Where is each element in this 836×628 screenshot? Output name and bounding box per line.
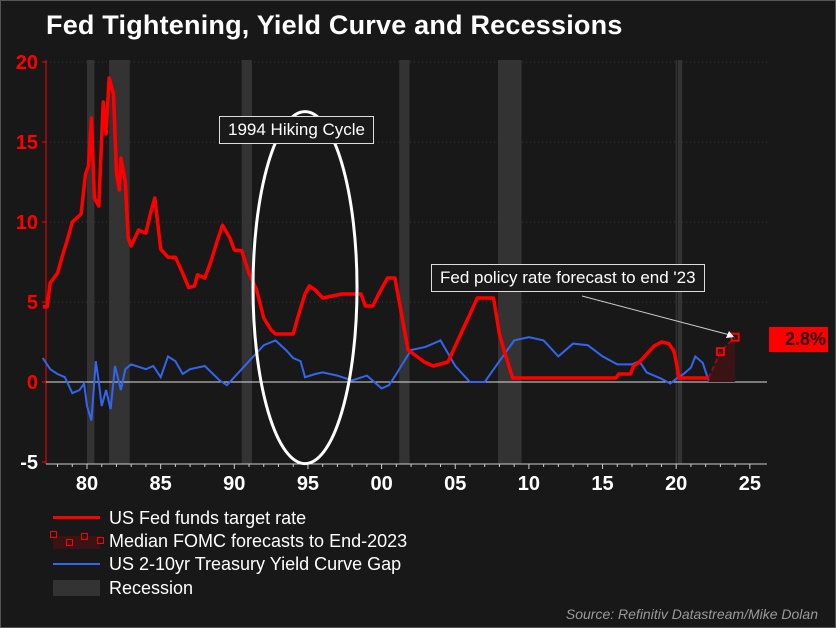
- recession-band: [87, 60, 95, 464]
- recession-band: [497, 60, 522, 464]
- forecast-point: [715, 347, 725, 357]
- annotations: [251, 110, 734, 466]
- x-tick-label: 95: [297, 473, 319, 495]
- forecast-area: [708, 337, 736, 382]
- annotation-arrowhead: [726, 331, 734, 338]
- recession-band: [677, 60, 683, 464]
- legend-label: US Fed funds target rate: [109, 507, 307, 528]
- x-tick-label: 00: [370, 473, 392, 495]
- x-tick-label: 15: [591, 473, 613, 495]
- annotation-forecast: Fed policy rate forecast to end '23: [431, 264, 705, 292]
- legend-item-recession: Recession: [53, 577, 193, 599]
- legend-swatch-recession: [53, 577, 101, 599]
- y-tick-label: -5: [20, 452, 38, 474]
- series-fomc-forecast-line: [707, 336, 736, 379]
- recession-band: [109, 60, 130, 464]
- legend-swatch-forecast-markers: [50, 530, 104, 552]
- series: [41, 76, 740, 421]
- x-tick-label: 25: [739, 473, 761, 495]
- legend-swatch-red-line: [53, 507, 101, 529]
- x-tick-label: 10: [518, 473, 540, 495]
- series-fed-funds: [42, 76, 709, 380]
- legend-swatch-blue-line: [53, 553, 101, 575]
- annotation-1994-hiking-cycle: 1994 Hiking Cycle: [219, 116, 375, 144]
- last-value-label: 2.8%: [769, 327, 828, 352]
- gridlines: [46, 60, 767, 464]
- annotation-ellipse: [251, 110, 359, 466]
- y-tick-label: 5: [27, 292, 38, 314]
- x-tick-label: 05: [444, 473, 466, 495]
- annotation-arrow-line: [581, 295, 731, 336]
- y-tick-label: 15: [16, 132, 38, 154]
- source-note: Source: Refinitiv Datastream/Mike Dolan: [565, 606, 818, 622]
- series-yield-curve-gap: [41, 336, 710, 421]
- legend-label: Median FOMC forecasts to End-2023: [109, 530, 408, 551]
- legend-item-yield-curve: US 2-10yr Treasury Yield Curve Gap: [53, 553, 401, 575]
- x-tick-label: 20: [665, 473, 687, 495]
- recession-band: [399, 60, 410, 464]
- legend-item-fed-funds: US Fed funds target rate: [53, 507, 306, 529]
- y-tick-label: 10: [16, 212, 38, 234]
- legend-label: Recession: [109, 577, 194, 598]
- y-tick-label: 0: [27, 372, 38, 394]
- chart-title: Fed Tightening, Yield Curve and Recessio…: [46, 10, 623, 40]
- legend-item-fomc-forecast: Median FOMC forecasts to End-2023: [50, 530, 408, 552]
- legend-label: US 2-10yr Treasury Yield Curve Gap: [109, 553, 402, 574]
- x-tick-label: 85: [150, 473, 172, 495]
- y-tick-label: 20: [16, 52, 38, 74]
- x-tick-label: 90: [223, 473, 245, 495]
- x-tick-label: 80: [76, 473, 98, 495]
